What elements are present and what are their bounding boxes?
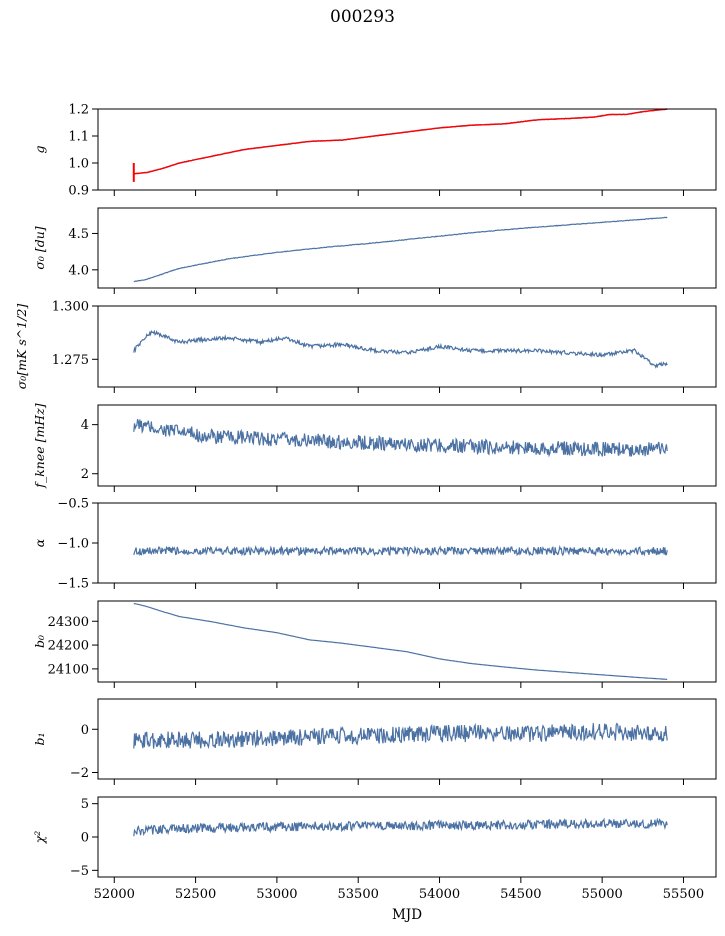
y-tick-label: −1.5 <box>57 577 89 592</box>
y-axis-label: f_knee [mHz] <box>32 403 47 488</box>
y-tick-label: 1.275 <box>52 353 89 368</box>
y-tick-label: 2 <box>81 467 89 482</box>
y-tick-label: −1.0 <box>57 537 89 552</box>
series-line-b1 <box>133 722 668 750</box>
x-axis-label: MJD <box>392 907 422 923</box>
series-line-sigma0 <box>133 216 668 283</box>
x-tick-label: 52000 <box>94 887 135 902</box>
series-line-b0 <box>133 602 668 681</box>
y-tick-label: 4.5 <box>68 227 89 242</box>
axes-frame <box>97 108 717 191</box>
axes-frame <box>97 404 717 487</box>
y-axis-label: g <box>32 145 47 153</box>
y-tick-label: 1.1 <box>68 130 89 145</box>
y-axis-label: σ₀ [du] <box>32 226 47 269</box>
x-tick-label: 55000 <box>581 887 622 902</box>
panel-chi2: −5 0 5 52000 52500 53000 53500 54000 54500 55000 5… <box>32 796 717 902</box>
y-axis-label: b₁ <box>32 732 47 745</box>
y-axis-label: χ² <box>32 831 47 845</box>
y-axis-label: b₀ <box>32 635 47 648</box>
panel-sigma0: 4.0 4.5 σ₀ [du] <box>32 207 717 294</box>
x-tick-label: 52500 <box>175 887 216 902</box>
panel-sigma0_mk: 1.275 1.300 σ₀[mK s^1/2] <box>14 300 717 393</box>
axes-frame <box>97 600 717 683</box>
axes-frame <box>97 207 717 289</box>
figure-title: 000293 <box>330 7 395 27</box>
y-axis-label: σ₀[mK s^1/2] <box>14 304 29 390</box>
model-line <box>133 108 668 175</box>
y-tick-label: 0 <box>81 723 89 738</box>
series-line-chi2 <box>133 817 668 837</box>
y-tick-label: −5 <box>70 864 89 879</box>
y-tick-label: −2 <box>70 766 89 781</box>
y-tick-label: 1.0 <box>68 157 89 172</box>
y-tick-label: 24200 <box>48 639 89 654</box>
panel-alpha: −1.5 −1.0 −0.5 α <box>32 497 717 592</box>
series-line-fknee <box>133 419 668 458</box>
series-line-alpha <box>133 544 668 558</box>
x-tick-label: 55500 <box>663 887 704 902</box>
y-tick-label: 5 <box>81 797 89 812</box>
panel-g: 0.9 1.0 1.1 1.2 g <box>32 103 717 199</box>
y-tick-label: 0 <box>81 831 89 846</box>
y-tick-label: 4 <box>81 418 89 433</box>
axes-frame <box>97 502 717 584</box>
y-tick-label: −0.5 <box>57 497 89 512</box>
y-tick-label: 1.300 <box>52 300 89 315</box>
y-tick-label: 1.2 <box>68 103 89 118</box>
y-axis-label: α <box>32 538 47 547</box>
x-tick-label: 54000 <box>419 887 460 902</box>
x-tick-label: 53500 <box>338 887 379 902</box>
panel-b1: −2 0 b₁ <box>32 698 717 785</box>
series-line-sigma0_mk <box>133 329 668 369</box>
y-tick-label: 0.9 <box>68 184 89 199</box>
panel-fknee: 2 4 f_knee [mHz] <box>32 403 717 492</box>
axes-frame <box>97 796 717 878</box>
y-tick-label: 4.0 <box>68 263 89 278</box>
y-tick-label: 24100 <box>48 662 89 677</box>
axes-frame <box>97 305 717 388</box>
x-tick-label: 53000 <box>256 887 297 902</box>
y-tick-label: 24300 <box>48 615 89 630</box>
axes-frame <box>97 698 717 780</box>
series-line-g <box>133 108 668 175</box>
x-tick-label: 54500 <box>500 887 541 902</box>
